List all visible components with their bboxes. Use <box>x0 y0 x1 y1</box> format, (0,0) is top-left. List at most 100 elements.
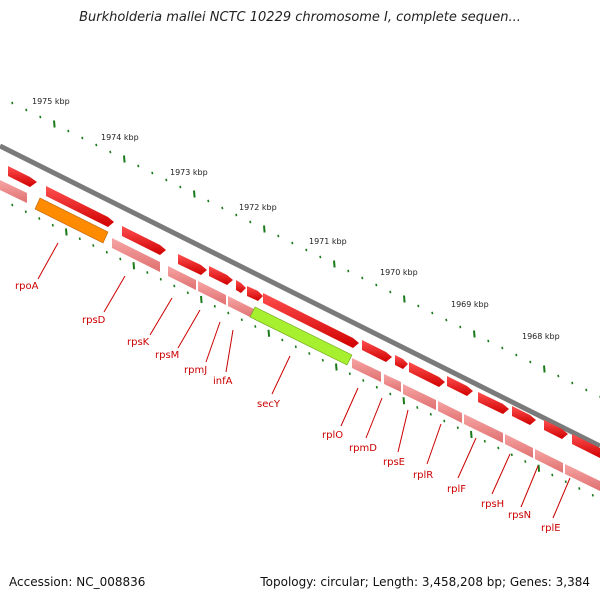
tick-mark <box>564 480 567 484</box>
gene-arrow[interactable] <box>395 355 408 369</box>
tick-mark <box>431 311 434 315</box>
tick-mark <box>389 290 392 294</box>
gene-arrow[interactable] <box>236 280 246 293</box>
cds-bar[interactable] <box>438 401 462 423</box>
tick-mark <box>67 129 70 133</box>
gene-label-rpsH[interactable]: rpsH <box>481 499 504 510</box>
forward-genes <box>8 166 600 458</box>
kbp-label: 1972 kbp <box>239 203 277 212</box>
gene-arrow[interactable] <box>447 376 473 396</box>
cds-bar[interactable] <box>464 414 503 443</box>
cds-bar[interactable] <box>384 374 401 392</box>
tick-mark <box>207 199 210 203</box>
gene-label-rpsK[interactable]: rpsK <box>127 337 150 348</box>
gene-arrow[interactable] <box>512 406 536 425</box>
tick-mark <box>375 385 378 389</box>
kbp-label: 1975 kbp <box>32 97 70 106</box>
tick-mark <box>159 277 162 281</box>
tick-mark <box>417 304 420 308</box>
tick-mark <box>459 325 462 329</box>
tick-mark <box>402 397 406 405</box>
tick-mark <box>319 255 322 259</box>
map-title: Burkholderia mallei NCTC 10229 chromosom… <box>79 10 521 25</box>
cds-bar[interactable] <box>565 464 600 491</box>
cds-bar[interactable] <box>228 296 254 319</box>
gene-label-rplE[interactable]: rplE <box>541 523 561 534</box>
tick-mark <box>291 241 294 245</box>
tick-mark <box>294 345 297 349</box>
tick-mark <box>263 225 266 233</box>
cds-bar[interactable] <box>535 449 563 473</box>
gene-arrow[interactable] <box>544 420 568 439</box>
tick-mark <box>429 412 432 416</box>
tick-mark <box>186 291 189 295</box>
rpoA-feature[interactable] <box>34 197 109 244</box>
cds-bar[interactable] <box>168 266 196 290</box>
kbp-labels: 1975 kbp 1974 kbp 1973 kbp 1972 kbp 1971… <box>32 97 560 341</box>
tick-mark <box>25 108 28 112</box>
tick-mark <box>240 318 243 322</box>
gene-label-rpmD[interactable]: rpmD <box>349 443 377 454</box>
tick-mark <box>445 318 448 322</box>
tick-mark <box>235 213 238 217</box>
gene-arrow[interactable] <box>122 226 166 255</box>
cds-bar[interactable] <box>403 384 436 410</box>
gene-arrow[interactable] <box>409 362 445 387</box>
tick-mark <box>65 228 68 236</box>
gene-label-infA[interactable]: infA <box>213 376 233 387</box>
tick-mark <box>51 223 54 227</box>
cds-bar[interactable] <box>198 281 226 305</box>
tick-mark <box>403 295 406 303</box>
tick-mark <box>213 304 216 308</box>
cds-track <box>0 180 600 491</box>
cds-bar[interactable] <box>352 358 381 382</box>
gene-arrow[interactable] <box>46 186 114 227</box>
tick-track <box>11 101 600 399</box>
tick-mark <box>473 330 476 338</box>
gene-label-secY[interactable]: secY <box>257 399 281 410</box>
tick-mark <box>510 453 513 457</box>
tick-mark <box>119 257 122 261</box>
tick-mark <box>361 276 364 280</box>
tick-mark <box>333 260 336 268</box>
tick-mark <box>173 284 176 288</box>
gene-label-rpsM[interactable]: rpsM <box>155 350 179 361</box>
cds-bar[interactable] <box>505 434 533 458</box>
kbp-label: 1968 kbp <box>522 332 560 341</box>
tick-mark <box>95 143 98 147</box>
gene-arrow[interactable] <box>8 166 37 187</box>
tick-mark <box>389 392 392 396</box>
tick-mark <box>416 406 419 409</box>
secY-feature[interactable] <box>249 306 353 366</box>
gene-label-rpsE[interactable]: rpsE <box>383 457 405 468</box>
tick-mark <box>38 217 41 220</box>
gene-arrow[interactable] <box>247 286 263 301</box>
tick-mark <box>487 339 490 343</box>
tick-mark <box>132 262 136 270</box>
tick-mark <box>281 338 284 342</box>
gene-label-rpoA[interactable]: rpoA <box>15 281 39 292</box>
accession-text: Accession: NC_008836 <box>9 575 146 589</box>
gene-label-rplF[interactable]: rplF <box>447 484 466 495</box>
tick-mark <box>591 493 594 497</box>
gene-label-rpmJ[interactable]: rpmJ <box>184 365 207 376</box>
cds-bar[interactable] <box>0 180 27 203</box>
gene-label-rpsN[interactable]: rpsN <box>508 510 531 521</box>
gene-arrow[interactable] <box>263 293 359 348</box>
tick-mark <box>227 311 230 315</box>
tick-mark <box>347 269 350 273</box>
tick-mark <box>348 372 351 376</box>
gene-arrow[interactable] <box>178 254 207 275</box>
gene-label-rplO[interactable]: rplO <box>322 430 343 441</box>
gene-label-rplR[interactable]: rplR <box>413 470 433 481</box>
gene-arrow[interactable] <box>478 392 509 414</box>
tick-mark <box>578 487 581 490</box>
gene-label-rpsD[interactable]: rpsD <box>82 315 106 326</box>
cds-bar[interactable] <box>112 238 160 272</box>
gene-arrow[interactable] <box>209 266 233 285</box>
tick-mark <box>179 185 182 189</box>
gene-arrow[interactable] <box>362 340 392 362</box>
tick-mark <box>165 178 168 182</box>
gene-arrow[interactable] <box>572 434 600 458</box>
